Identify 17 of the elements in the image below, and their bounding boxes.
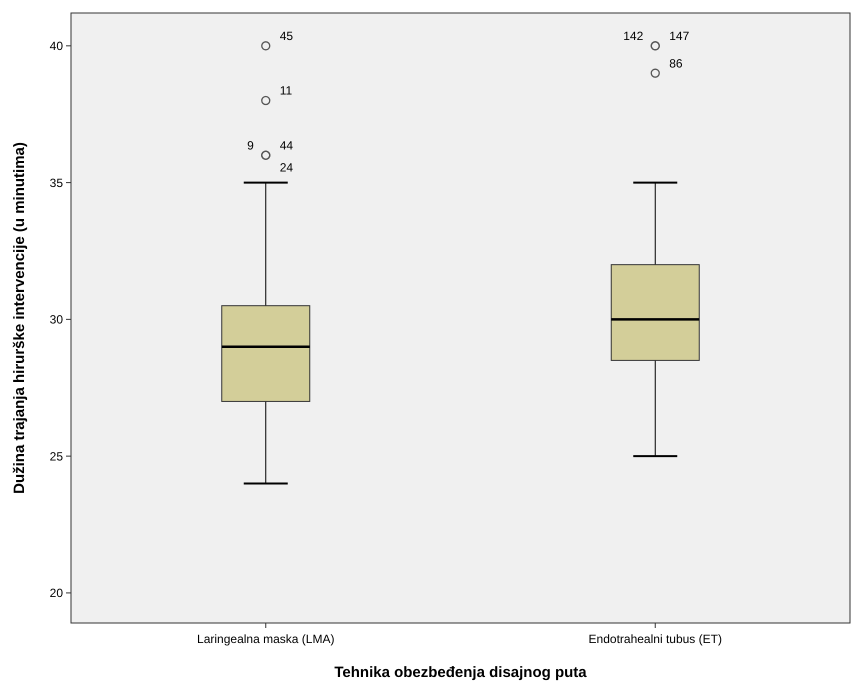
annotation: 11 (280, 84, 293, 98)
annotation: 142 (623, 29, 644, 44)
annotation: 86 (669, 56, 683, 70)
annotation: 147 (669, 29, 690, 44)
y-tick-label: 35 (50, 176, 64, 190)
x-tick-label: Endotrahealni tubus (ET) (588, 632, 722, 646)
annotation: 45 (280, 29, 294, 44)
y-tick-label: 30 (50, 312, 64, 327)
y-axis-title: Dužina trajanja hirurške intervencije (u minutima) (11, 142, 28, 494)
x-tick-label: Laringealna maska (LMA) (197, 632, 334, 646)
annotation: 9 (247, 138, 254, 152)
y-tick-label: 25 (50, 449, 64, 464)
y-tick-label: 40 (50, 39, 64, 54)
x-axis-title: Tehnika obezbeđenja disajnog puta (334, 664, 588, 681)
annotation: 24 (280, 160, 294, 174)
annotation: 44 (280, 138, 294, 152)
y-tick-label: 20 (50, 586, 64, 600)
